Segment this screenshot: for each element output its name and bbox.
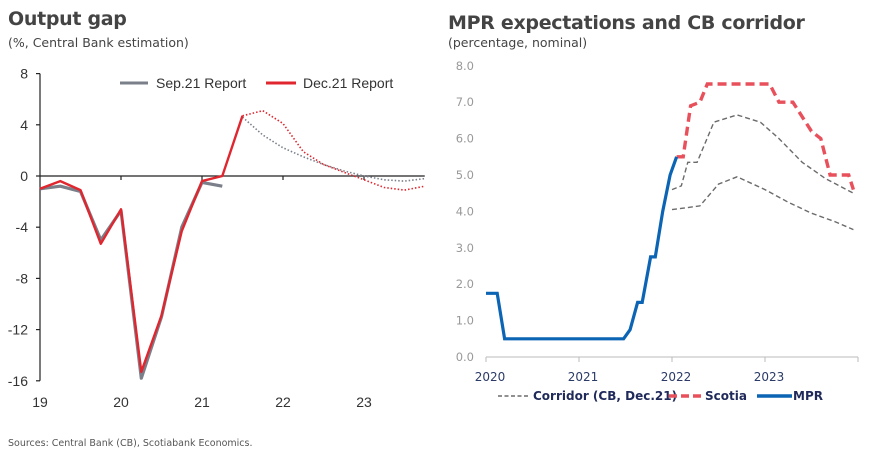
left-x-tick-label: 23	[356, 394, 372, 410]
legend-scotia-label: Scotia	[705, 389, 747, 403]
mpr-corridor-chart: 0.0 1.0 2.0 3.0 4.0 5.0 6.0 7.0 8.0 2020 2021 2022 2…	[456, 59, 859, 403]
right-y-tick-label: 5.0	[456, 168, 474, 182]
scotia-line	[676, 82, 856, 191]
left-y-tick-label: -12	[8, 322, 28, 338]
left-y-tick-label: -16	[8, 373, 28, 389]
left-y-tick-label: 8	[20, 66, 28, 82]
legend-sep-report-label: Sep.21 Report	[156, 75, 246, 91]
mpr-line	[486, 156, 679, 341]
right-y-tick-label: 2.0	[456, 277, 474, 291]
right-y-tick-label: 3.0	[456, 241, 474, 255]
left-x-tick-label: 22	[275, 394, 291, 410]
right-x-tick-label: 2020	[475, 370, 506, 384]
right-y-tick-label: 0.0	[456, 350, 474, 364]
dec-report-forecast-line	[242, 109, 425, 191]
legend-dec-report-label: Dec.21 Report	[303, 75, 393, 91]
right-y-tick-label: 7.0	[456, 95, 474, 109]
right-y-tick-label: 6.0	[456, 132, 474, 146]
legend-mpr-label: MPR	[793, 389, 823, 403]
right-chart-subtitle: (percentage, nominal)	[448, 35, 588, 50]
right-x-tick-label: 2021	[568, 370, 599, 384]
corridor-upper-line	[671, 114, 854, 194]
corridor-lower-line	[671, 176, 854, 231]
left-x-tick-label: 20	[113, 394, 129, 410]
left-x-tick-label: 19	[32, 394, 48, 410]
right-y-tick-label: 1.0	[456, 314, 474, 328]
left-x-tick-label: 21	[194, 394, 210, 410]
source-note: Sources: Central Bank (CB), Scotiabank E…	[8, 438, 253, 449]
legend-corridor-label: Corridor (CB, Dec.21)	[533, 389, 677, 403]
left-chart-subtitle: (%, Central Bank estimation)	[8, 35, 189, 50]
left-y-tick-label: -4	[16, 219, 29, 235]
left-y-tick-label: -8	[16, 270, 29, 286]
left-y-tick-label: 4	[20, 117, 28, 133]
dec-report-line	[39, 115, 244, 373]
sep-report-forecast-line	[241, 116, 425, 182]
right-x-tick-label: 2022	[661, 370, 692, 384]
right-y-tick-label: 4.0	[456, 204, 474, 218]
left-chart-title: Output gap	[8, 8, 127, 30]
sep-report-line	[39, 180, 223, 380]
left-y-tick-label: 0	[20, 168, 28, 184]
right-chart-title: MPR expectations and CB corridor	[448, 12, 805, 34]
right-x-tick-label: 2023	[754, 370, 785, 384]
right-y-tick-label: 8.0	[456, 59, 474, 73]
